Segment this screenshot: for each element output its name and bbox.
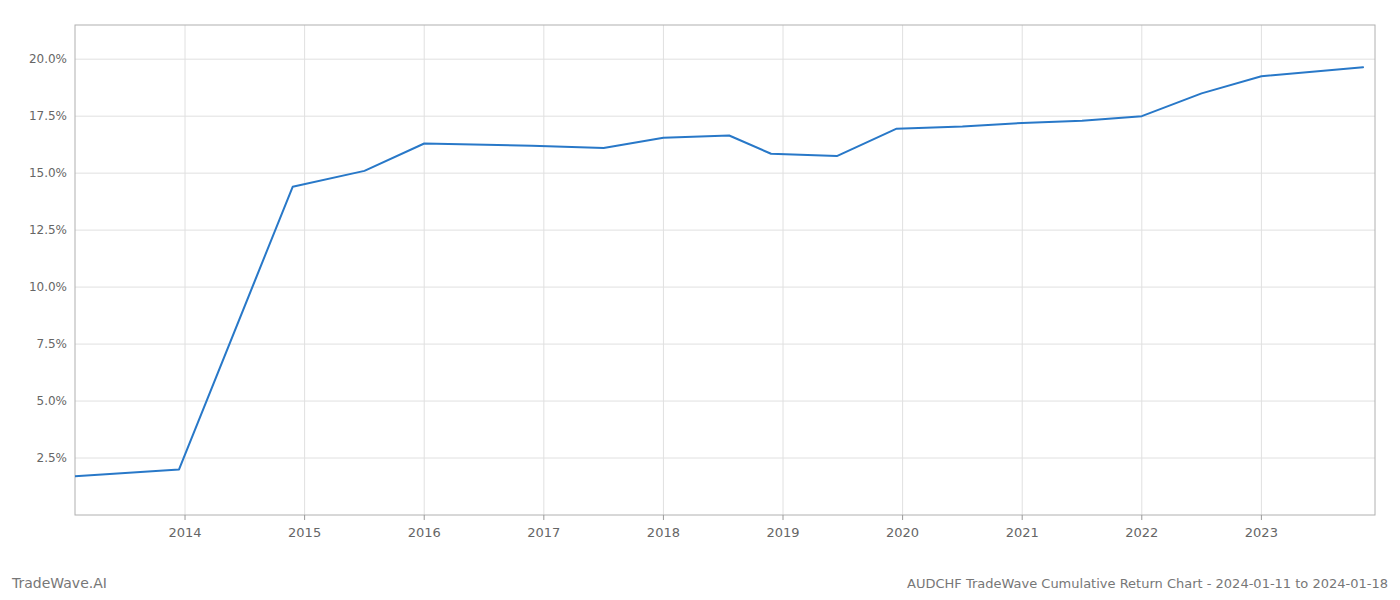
x-grid-line: [1261, 25, 1262, 515]
x-grid-line: [1022, 25, 1023, 515]
y-tick-label: 15.0%: [29, 166, 67, 180]
x-axis: 2014 2015 2016 2017 2018 2019 2020 2021 2022 2023: [168, 515, 1277, 540]
y-tick-label: 7.5%: [37, 337, 68, 351]
x-tick-label: 2015: [288, 525, 321, 540]
x-tick: [543, 515, 544, 520]
x-tick-label: 2018: [647, 525, 680, 540]
line: [75, 67, 1363, 476]
title: AUDCHF TradeWave Cumulative Return Chart…: [907, 576, 1388, 591]
x-grid-line: [902, 25, 903, 515]
watermark: TradeWave.AI: [11, 575, 107, 591]
x-grid-line: [304, 25, 305, 515]
x-grid-line: [424, 25, 425, 515]
x-tick: [783, 515, 784, 520]
y-grid-line: [75, 59, 1375, 60]
page: {"chart_data": {"type": "line", "title":…: [0, 0, 1400, 600]
y-tick-label: 17.5%: [29, 109, 67, 123]
y-tick-label: 2.5%: [37, 451, 68, 465]
y-tick-label: 5.0%: [37, 394, 68, 408]
x-grid-line: [543, 25, 544, 515]
x-tick-label: 2014: [168, 525, 201, 540]
x-tick-label: 2017: [527, 525, 560, 540]
y-grid-line: [75, 116, 1375, 117]
x-tick: [1022, 515, 1023, 520]
x-tick: [304, 515, 305, 520]
x-grid-line: [663, 25, 664, 515]
x-grid-line: [185, 25, 186, 515]
x-tick-label: 2023: [1245, 525, 1278, 540]
y-grid-line: [75, 344, 1375, 345]
y-axis: 2.5% 5.0% 7.5% 10.0% 12.5% 15.0% 17.5% 20.0%: [29, 52, 67, 465]
y-grid-line: [75, 287, 1375, 288]
grid: [75, 25, 1375, 515]
y-grid-line: [75, 230, 1375, 231]
x-tick-label: 2020: [886, 525, 919, 540]
chart: 2014 2015 2016 2017 2018 2019 2020 2021 2022 2023…: [0, 0, 1400, 600]
plot-frame: [75, 25, 1375, 515]
x-tick-label: 2021: [1006, 525, 1039, 540]
x-tick: [185, 515, 186, 520]
y-tick-label: 12.5%: [29, 223, 67, 237]
x-tick: [1261, 515, 1262, 520]
y-grid-line: [75, 458, 1375, 459]
x-tick: [663, 515, 664, 520]
x-tick: [902, 515, 903, 520]
x-tick: [1141, 515, 1142, 520]
y-tick-label: 10.0%: [29, 280, 67, 294]
y-tick-label: 20.0%: [29, 52, 67, 66]
y-grid-line: [75, 401, 1375, 402]
plot-area: [75, 67, 1363, 476]
x-tick-label: 2019: [766, 525, 799, 540]
x-grid-line: [783, 25, 784, 515]
x-tick-label: 2022: [1125, 525, 1158, 540]
x-tick-label: 2016: [408, 525, 441, 540]
y-grid-line: [75, 173, 1375, 174]
x-tick: [424, 515, 425, 520]
x-grid-line: [1141, 25, 1142, 515]
